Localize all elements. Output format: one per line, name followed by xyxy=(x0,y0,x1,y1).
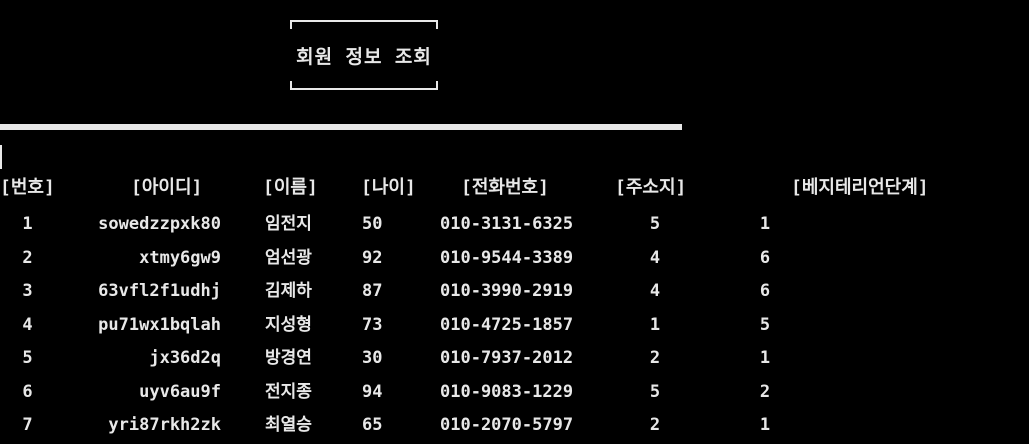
row-vegetarian-level: 1 xyxy=(759,348,771,368)
row-vegetarian-level: 1 xyxy=(759,415,771,435)
row-vegetarian-level: 2 xyxy=(759,382,771,402)
row-id: uyv6au9f xyxy=(139,382,221,402)
row-id: yri87rkh2zk xyxy=(108,415,221,435)
header-name: [이름] xyxy=(263,177,318,198)
row-address: 4 xyxy=(649,281,661,301)
row-number: 3 xyxy=(22,281,33,301)
row-vegetarian-level: 1 xyxy=(759,214,771,234)
row-phone: 010-2070-5797 xyxy=(440,415,574,435)
row-name: 임전지 xyxy=(265,214,312,234)
row-vegetarian-level: 6 xyxy=(759,281,771,301)
row-number: 4 xyxy=(22,315,33,335)
row-age: 94 xyxy=(362,382,383,402)
title-frame-top xyxy=(290,20,438,29)
row-name: 지성형 xyxy=(265,315,312,335)
row-id: sowedzzpxk80 xyxy=(98,214,221,234)
row-id: pu71wx1bqlah xyxy=(98,315,221,335)
row-vegetarian-level: 5 xyxy=(759,315,771,335)
row-number: 7 xyxy=(22,415,33,435)
header-id: [아이디] xyxy=(131,177,203,198)
text-cursor xyxy=(0,145,2,169)
divider xyxy=(0,124,682,130)
row-address: 2 xyxy=(649,348,661,368)
row-address: 5 xyxy=(649,382,661,402)
row-address: 2 xyxy=(649,415,661,435)
row-age: 92 xyxy=(362,248,383,268)
row-phone: 010-3990-2919 xyxy=(440,281,574,301)
title-box: 회원 정보 조회 xyxy=(290,20,438,90)
row-phone: 010-3131-6325 xyxy=(440,214,574,234)
row-name: 방경연 xyxy=(265,348,312,368)
row-name: 엄선광 xyxy=(265,248,312,268)
header-phone: [전화번호] xyxy=(461,177,549,198)
row-phone: 010-7937-2012 xyxy=(440,348,574,368)
row-id: xtmy6gw9 xyxy=(139,248,221,268)
row-id: 63vfl2f1udhj xyxy=(98,281,221,301)
row-number: 5 xyxy=(22,348,33,368)
row-number: 6 xyxy=(22,382,33,402)
header-age: [나이] xyxy=(361,177,416,198)
row-name: 전지종 xyxy=(265,382,312,402)
row-phone: 010-4725-1857 xyxy=(440,315,574,335)
row-age: 50 xyxy=(362,214,383,234)
row-age: 87 xyxy=(362,281,383,301)
row-phone: 010-9083-1229 xyxy=(440,382,574,402)
header-vegetarian-level: [베지테리언단계] xyxy=(791,177,929,198)
row-id: jx36d2q xyxy=(149,348,221,368)
row-name: 최열승 xyxy=(265,415,312,435)
row-age: 73 xyxy=(362,315,383,335)
header-address: [주소지] xyxy=(615,177,687,198)
row-number: 1 xyxy=(22,214,33,234)
row-address: 1 xyxy=(649,315,661,335)
title-frame-bottom xyxy=(290,81,438,90)
row-phone: 010-9544-3389 xyxy=(440,248,574,268)
row-vegetarian-level: 6 xyxy=(759,248,771,268)
page-title: 회원 정보 조회 xyxy=(296,46,432,68)
row-address: 4 xyxy=(649,248,661,268)
header-number: [번호] xyxy=(0,177,55,198)
row-age: 30 xyxy=(362,348,383,368)
row-name: 김제하 xyxy=(265,281,312,301)
row-address: 5 xyxy=(649,214,661,234)
row-number: 2 xyxy=(22,248,33,268)
row-age: 65 xyxy=(362,415,383,435)
